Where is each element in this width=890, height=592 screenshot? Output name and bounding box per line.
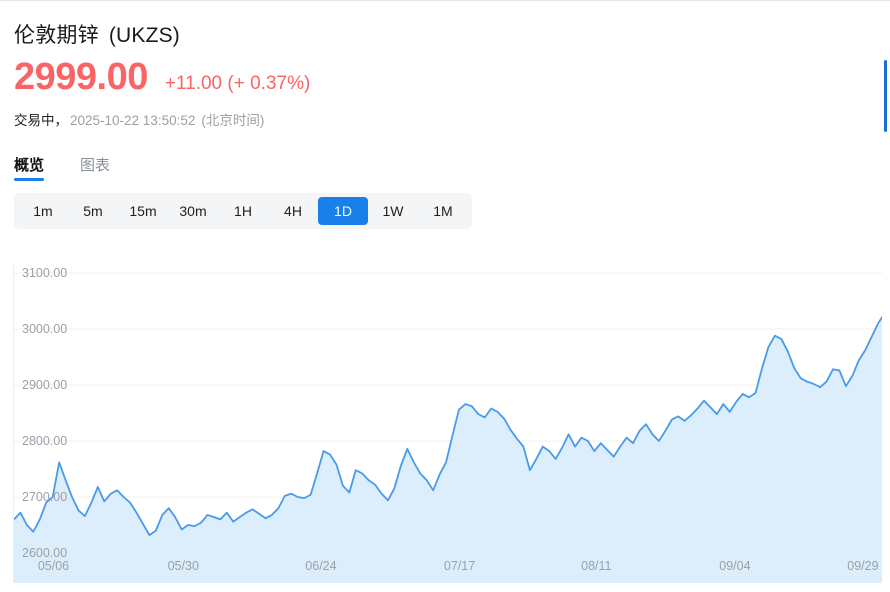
tab-overview[interactable]: 概览 — [14, 157, 45, 181]
svg-text:05/06: 05/06 — [38, 559, 69, 573]
price-area-fill — [14, 313, 890, 583]
svg-text:09/04: 09/04 — [719, 559, 750, 573]
instrument-name: 伦敦期锌 — [14, 24, 99, 47]
period-4h[interactable]: 4H — [284, 203, 302, 219]
price-change: +11.00 (+ 0.37%) — [164, 73, 311, 94]
quote-timestamp: 2025-10-22 13:50:52 — [70, 113, 196, 128]
market-status: 交易中， — [14, 113, 68, 128]
svg-text:05/30: 05/30 — [168, 559, 199, 573]
svg-text:09/29: 09/29 — [847, 559, 878, 573]
price-line — [14, 312, 890, 536]
svg-text:2600.00: 2600.00 — [22, 546, 67, 560]
svg-text:3000.00: 3000.00 — [22, 322, 67, 336]
period-1m[interactable]: 1m — [33, 203, 53, 219]
instrument-title-row: 伦敦期锌 (UKZS) — [14, 19, 890, 49]
instrument-header: 伦敦期锌 (UKZS) 2999.00 +11.00 (+ 0.37%) 交易中… — [0, 1, 890, 129]
period-15m[interactable]: 15m — [129, 203, 157, 219]
svg-text:07/17: 07/17 — [444, 559, 475, 573]
instrument-code: (UKZS) — [108, 24, 181, 47]
period-1d[interactable]: 1D — [318, 197, 368, 225]
period-1m-month[interactable]: 1M — [433, 203, 453, 219]
section-tabs: 概览 图表 — [0, 147, 890, 181]
chart-y-axis-labels: 3100.00 3000.00 2900.00 2800.00 2700.00 2600.… — [22, 266, 67, 560]
page-scrollbar-thumb[interactable] — [884, 60, 887, 132]
period-5m[interactable]: 5m — [83, 203, 103, 219]
svg-text:08/11: 08/11 — [581, 559, 611, 573]
period-1w[interactable]: 1W — [382, 203, 404, 219]
last-price: 2999.00 — [14, 56, 148, 98]
chart-x-axis-labels: 05/06 05/30 06/24 07/17 08/11 09/04 09/29 — [38, 559, 879, 573]
svg-text:2900.00: 2900.00 — [22, 378, 67, 392]
page-scrollbar-track[interactable] — [882, 2, 890, 592]
svg-text:2700.00: 2700.00 — [22, 490, 67, 504]
status-row: 交易中， 2025-10-22 13:50:52 (北京时间) — [14, 109, 890, 129]
period-30m[interactable]: 30m — [179, 203, 207, 219]
period-1h[interactable]: 1H — [234, 203, 252, 219]
price-chart[interactable]: 3100.00 3000.00 2900.00 2800.00 2700.00 2600.… — [13, 263, 890, 583]
svg-text:06/24: 06/24 — [305, 559, 336, 573]
tab-overview-label: 概览 — [14, 157, 45, 174]
quote-timezone: (北京时间) — [201, 113, 265, 128]
tab-chart[interactable]: 图表 — [80, 158, 110, 181]
price-row: 2999.00 +11.00 (+ 0.37%) — [14, 58, 890, 96]
svg-text:2800.00: 2800.00 — [22, 434, 67, 448]
period-selector: 1m 5m 15m 30m 1H 4H 1D 1W 1M — [14, 193, 472, 229]
svg-text:3100.00: 3100.00 — [22, 266, 67, 280]
price-chart-svg[interactable]: 3100.00 3000.00 2900.00 2800.00 2700.00 2600.… — [14, 263, 890, 583]
tab-chart-label: 图表 — [80, 157, 111, 174]
